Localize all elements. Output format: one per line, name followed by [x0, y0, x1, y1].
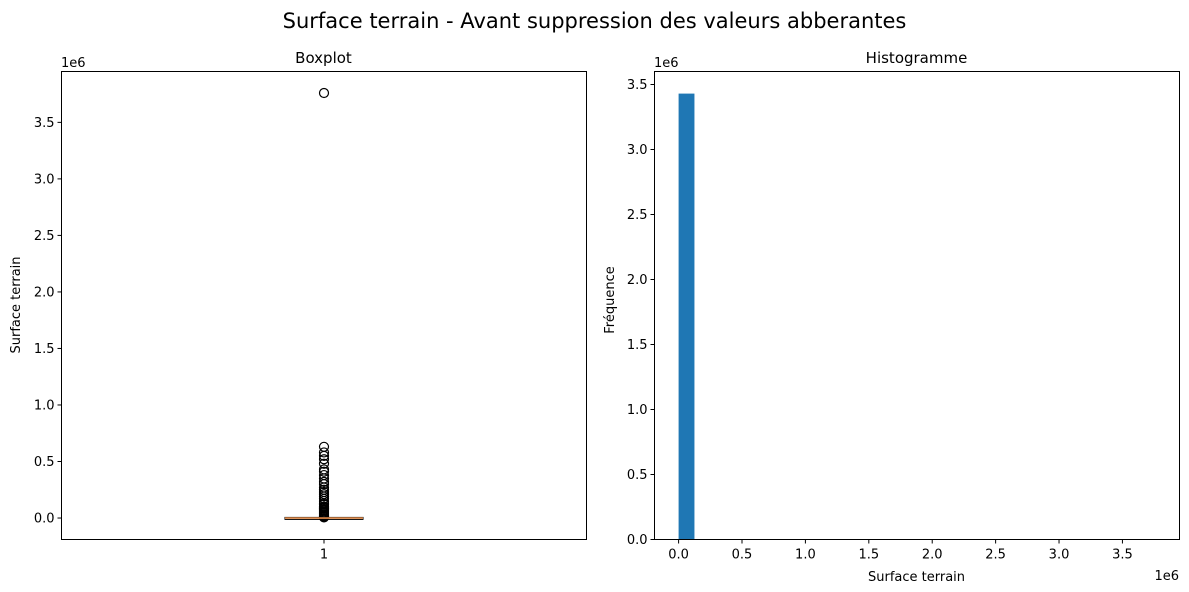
- boxplot-y-axis-label: Surface terrain: [9, 256, 24, 353]
- histogram-y-tick-label: 2.0: [627, 273, 648, 288]
- boxplot-y-tick-label: 2.5: [34, 229, 55, 244]
- histogram-axes: Histogramme 1e6 1e6 Surface terrain Fréq…: [603, 49, 1180, 585]
- histogram-y-tick-label: 1.0: [627, 403, 648, 418]
- boxplot-outlier: [318, 466, 330, 477]
- histogram-frame: [654, 71, 1180, 540]
- histogram-x-tick-label: 1.5: [858, 548, 879, 563]
- boxplot-y-tick-label: 3.0: [34, 172, 55, 187]
- boxplot-marks: [284, 87, 364, 523]
- boxplot-ticks: 0.0 0.5 1.0 1.5 2.0 2.5 3.0 3.5 1: [34, 116, 328, 563]
- boxplot-outlier: [318, 87, 330, 99]
- histogram-title: Histogramme: [866, 49, 968, 67]
- boxplot-outlier: [318, 458, 330, 469]
- histogram-ticks: 0.0 0.5 1.0 1.5 2.0 2.5 3.0 3.5 0.0 0.5 1.0 1.5 2.0 2…: [627, 78, 1133, 563]
- histogram-y-tick-label: 2.5: [627, 208, 648, 223]
- boxplot-y-tick-label: 1.0: [34, 398, 55, 413]
- histogram-y-tick-label: 0.5: [627, 468, 648, 483]
- boxplot-y-offset-label: 1e6: [61, 56, 86, 71]
- boxplot-y-tick-label: 3.5: [34, 116, 55, 131]
- histogram-x-axis-label: Surface terrain: [868, 570, 965, 585]
- histogram-marks: [678, 93, 695, 540]
- boxplot-y-tick-label: 0.5: [34, 455, 55, 470]
- histogram-y-tick-label: 3.5: [627, 78, 648, 93]
- histogram-x-offset-label: 1e6: [1154, 569, 1179, 584]
- figure-title: Surface terrain - Avant suppression des …: [283, 9, 907, 33]
- boxplot-y-tick-label: 2.0: [34, 285, 55, 300]
- boxplot-y-tick-label: 1.5: [34, 342, 55, 357]
- boxplot-frame: [61, 71, 587, 540]
- histogram-x-tick-label: 2.0: [922, 548, 943, 563]
- histogram-y-tick-label: 0.0: [627, 533, 648, 548]
- histogram-y-offset-label: 1e6: [654, 56, 679, 71]
- boxplot-axes: Boxplot 1e6 Surface terrain 0.0 0.5 1.0 1.5…: [9, 49, 587, 563]
- boxplot-x-tick-label: 1: [320, 548, 328, 563]
- histogram-x-tick-label: 0.0: [668, 548, 689, 563]
- histogram-y-tick-label: 1.5: [627, 338, 648, 353]
- boxplot-y-tick-label: 0.0: [34, 512, 55, 527]
- histogram-x-tick-label: 2.5: [985, 548, 1006, 563]
- histogram-y-tick-label: 3.0: [627, 143, 648, 158]
- histogram-bar: [678, 93, 695, 540]
- boxplot-outlier: [318, 447, 330, 458]
- histogram-x-tick-label: 3.0: [1049, 548, 1070, 563]
- histogram-y-axis-label: Fréquence: [603, 266, 618, 333]
- boxplot-title: Boxplot: [295, 49, 352, 67]
- boxplot-outlier: [318, 479, 330, 490]
- boxplot-outlier: [318, 454, 330, 465]
- histogram-x-tick-label: 3.5: [1112, 548, 1133, 563]
- boxplot-outlier: [318, 450, 330, 461]
- histogram-x-tick-label: 1.0: [795, 548, 816, 563]
- histogram-x-tick-label: 0.5: [732, 548, 753, 563]
